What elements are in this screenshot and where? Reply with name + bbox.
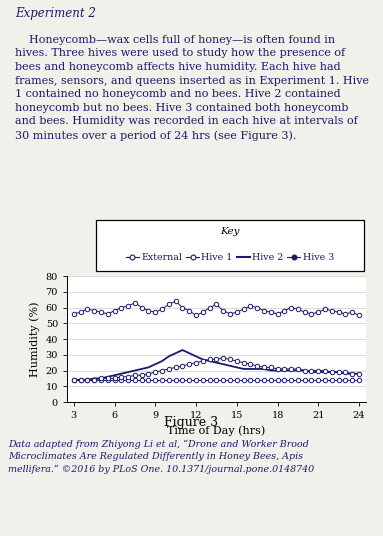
- Text: Honeycomb—wax cells full of honey—is often found in
hives. Three hives were used: Honeycomb—wax cells full of honey—is oft…: [15, 35, 369, 141]
- Text: Figure 3: Figure 3: [164, 415, 219, 429]
- Text: Data adapted from Zhiyong Li et al, “Drone and Worker Brood
Microclimates Are Re: Data adapted from Zhiyong Li et al, “Dro…: [8, 440, 314, 474]
- X-axis label: Time of Day (hrs): Time of Day (hrs): [167, 426, 265, 436]
- Text: Key: Key: [220, 227, 239, 236]
- Text: Experiment 2: Experiment 2: [15, 6, 96, 19]
- Legend: External, Hive 1, Hive 2, Hive 3: External, Hive 1, Hive 2, Hive 3: [122, 249, 338, 266]
- Y-axis label: Humidity (%): Humidity (%): [29, 301, 40, 377]
- FancyBboxPatch shape: [96, 220, 364, 271]
